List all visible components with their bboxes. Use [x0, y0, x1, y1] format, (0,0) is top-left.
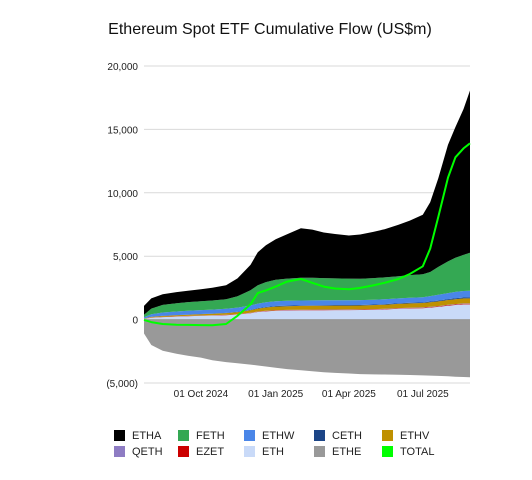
legend-label-etha: ETHA — [132, 430, 162, 442]
legend-swatch-feth — [178, 430, 189, 441]
x-tick-label: 01 Apr 2025 — [322, 389, 376, 400]
legend-label-ethv: ETHV — [400, 430, 430, 442]
area-series-ethe — [144, 319, 470, 378]
legend-swatch-ethv — [382, 430, 393, 441]
area-series-etha — [144, 90, 470, 315]
legend-label-ezet: EZET — [196, 446, 224, 458]
area-series-ethw — [144, 290, 470, 319]
legend: ETHA FETH ETHW CETH ETHV QETH EZET ETH ETHE TOTAL — [114, 430, 434, 458]
x-axis: 01 Oct 2024 01 Jan 2025 01 Apr 2025 01 Jul … — [174, 389, 449, 400]
area-series-eth — [144, 304, 470, 320]
area-series-ezet — [144, 303, 470, 319]
legend-swatch-ethe — [314, 446, 325, 457]
y-tick-label: 20,000 — [107, 62, 138, 73]
legend-label-feth: FETH — [196, 430, 225, 442]
legend-swatch-ezet — [178, 446, 189, 457]
total-line-layer — [143, 142, 471, 327]
legend-swatch-etha — [114, 430, 125, 441]
y-tick-label: (5,000) — [106, 379, 138, 390]
y-tick-label: 10,000 — [107, 189, 138, 200]
x-tick-label: 01 Jul 2025 — [397, 389, 449, 400]
legend-swatch-ethw — [244, 430, 255, 441]
area-series-feth — [144, 252, 470, 318]
legend-swatch-qeth — [114, 446, 125, 457]
legend-label-eth: ETH — [262, 446, 284, 458]
line-series-total — [143, 142, 471, 327]
plot-area — [144, 90, 470, 378]
x-tick-label: 01 Oct 2024 — [174, 389, 229, 400]
legend-swatch-eth — [244, 446, 255, 457]
area-series-ethv — [144, 298, 470, 319]
legend-swatch-ceth — [314, 430, 325, 441]
legend-label-qeth: QETH — [132, 446, 163, 458]
y-axis: 20,000 15,000 10,000 5,000 0 (5,000) — [106, 62, 138, 390]
legend-label-ethw: ETHW — [262, 430, 295, 442]
legend-swatch-total — [382, 446, 393, 457]
y-tick-label: 0 — [132, 316, 138, 327]
legend-label-total: TOTAL — [400, 446, 434, 458]
chart-title: Ethereum Spot ETF Cumulative Flow (US$m) — [108, 21, 432, 38]
legend-label-ethe: ETHE — [332, 446, 361, 458]
y-tick-label: 15,000 — [107, 125, 138, 136]
y-tick-label: 5,000 — [113, 252, 138, 263]
legend-label-ceth: CETH — [332, 430, 362, 442]
x-tick-label: 01 Jan 2025 — [248, 389, 303, 400]
